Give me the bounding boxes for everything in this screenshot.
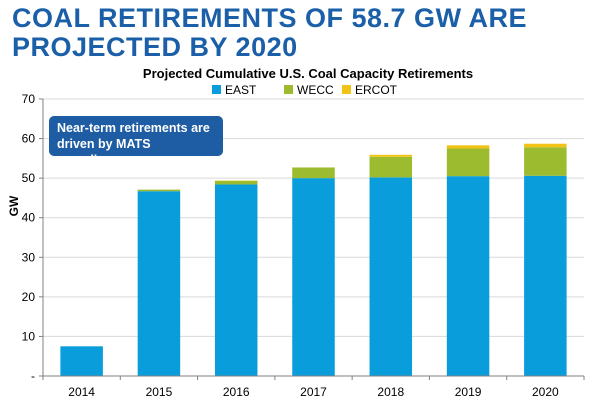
y-tick-label-10: 10 (22, 329, 36, 343)
bar-ercot-2020 (524, 143, 567, 148)
legend-label-east: EAST (225, 83, 257, 97)
bar-east-2019 (446, 176, 490, 376)
legend-label-wecc: WECC (297, 83, 334, 97)
bar-wecc-2018 (369, 156, 413, 178)
x-tick-label-2019: 2019 (455, 385, 482, 399)
y-tick-label-70: 70 (22, 92, 36, 106)
x-tick-label-2016: 2016 (223, 385, 250, 399)
x-tick-label-2017: 2017 (300, 385, 327, 399)
x-axis-ticks: 2014 2015 2016 2017 2018 2019 2020 (42, 376, 585, 399)
legend-swatch-ercot (342, 85, 351, 94)
bar-east-2018 (369, 177, 413, 376)
chart-legend: EAST WECC ERCOT (212, 83, 398, 97)
bar-wecc-2015 (137, 189, 181, 192)
bar-wecc-2019 (446, 148, 490, 177)
x-tick-label-2015: 2015 (146, 385, 173, 399)
callout-line-1: Near-term retirements are (57, 121, 210, 135)
y-tick-label-0: - (31, 369, 35, 383)
y-tick-label-20: 20 (22, 290, 36, 304)
bar-east-2020 (524, 175, 567, 376)
chart-title: Projected Cumulative U.S. Coal Capacity … (143, 66, 473, 81)
legend-swatch-wecc (284, 85, 293, 94)
x-tick-label-2020: 2020 (532, 385, 559, 399)
chart-bars (60, 143, 567, 376)
slide-title-line-1: COAL RETIREMENTS OF 58.7 GW ARE (12, 3, 528, 33)
slide-title: COAL RETIREMENTS OF 58.7 GW ARE PROJECTE… (12, 4, 592, 62)
chart-axes (42, 99, 584, 377)
legend-label-ercot: ERCOT (355, 83, 398, 97)
bar-east-2016 (214, 184, 258, 376)
bar-east-2014 (60, 346, 103, 376)
x-tick-label-2014: 2014 (68, 385, 95, 399)
bar-wecc-2017 (292, 167, 335, 179)
y-axis-ticks: - 10 20 30 40 50 60 70 (22, 92, 43, 383)
bar-ercot-2019 (446, 145, 490, 149)
y-tick-label-40: 40 (22, 211, 36, 225)
y-tick-label-50: 50 (22, 171, 36, 185)
y-tick-label-60: 60 (22, 132, 36, 146)
legend-swatch-east (212, 85, 221, 94)
bar-wecc-2020 (524, 147, 567, 176)
bar-east-2017 (292, 178, 335, 376)
x-tick-label-2018: 2018 (377, 385, 404, 399)
y-tick-label-30: 30 (22, 250, 36, 264)
bar-wecc-2016 (214, 180, 258, 185)
mats-callout: Near-term retirements are driven by MATS… (49, 116, 223, 167)
bar-ercot-2018 (369, 154, 413, 157)
bar-east-2015 (137, 191, 181, 376)
y-axis-title: GW (7, 195, 21, 216)
slide-title-line-2: PROJECTED BY 2020 (12, 32, 298, 62)
callout-line-2: driven by MATS compliance (57, 137, 151, 167)
